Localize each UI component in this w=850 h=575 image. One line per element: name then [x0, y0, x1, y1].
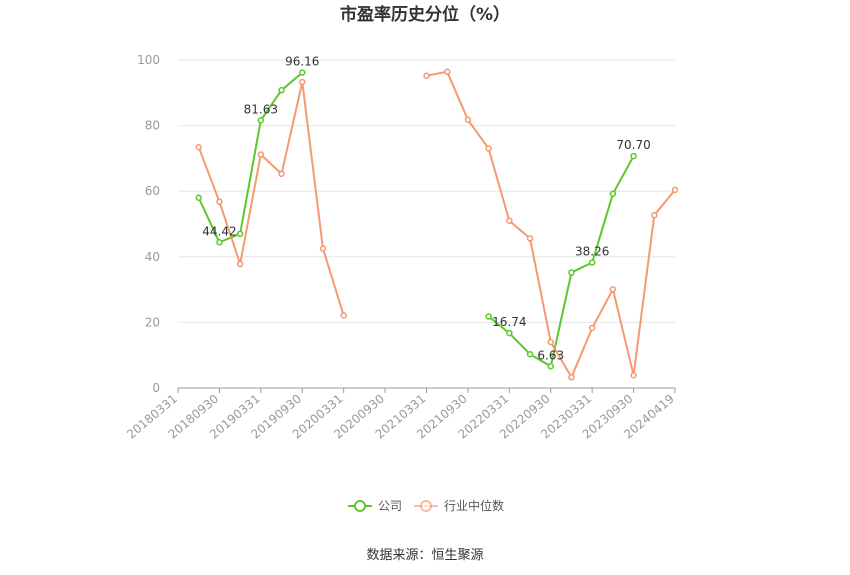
- data-point: [195, 143, 202, 151]
- series-line-1: [426, 70, 676, 380]
- data-point: [236, 260, 244, 268]
- data-point: [568, 269, 575, 276]
- data-point: [195, 194, 202, 202]
- data-label: 44.42: [202, 224, 236, 238]
- data-point: [630, 152, 637, 160]
- series-line-0: [197, 71, 303, 244]
- data-point: [464, 116, 472, 123]
- data-point: [547, 363, 554, 370]
- data-label: 16.74: [492, 315, 526, 329]
- series-layer: [195, 68, 679, 381]
- data-source: 数据来源：恒生聚源: [366, 548, 483, 563]
- data-point: [257, 117, 265, 124]
- data-point: [299, 69, 306, 76]
- y-tick-label: 60: [145, 184, 160, 198]
- legend[interactable]: 公司 行业中位数: [348, 498, 504, 513]
- legend-company-label: 公司: [378, 499, 402, 513]
- legend-industry-label: 行业中位数: [444, 498, 504, 513]
- y-tick-label: 20: [145, 315, 160, 329]
- data-point: [278, 170, 285, 178]
- data-point: [671, 186, 679, 194]
- y-tick-label: 80: [145, 119, 160, 133]
- data-point: [216, 239, 223, 246]
- data-point: [651, 211, 658, 219]
- data-point: [609, 190, 617, 198]
- data-point: [588, 324, 596, 332]
- y-tick-label: 0: [152, 381, 160, 395]
- data-point: [299, 78, 306, 86]
- data-point: [485, 145, 492, 152]
- data-point: [423, 72, 430, 79]
- legend-item-industry-median[interactable]: 行业中位数: [414, 498, 504, 513]
- chart-title: 市盈率历史分位（%）: [340, 4, 510, 25]
- data-label: 6.63: [537, 348, 564, 362]
- data-point: [443, 68, 451, 76]
- series-line-0: [487, 155, 635, 368]
- data-point: [547, 338, 554, 346]
- data-point: [236, 230, 244, 238]
- y-tick-label: 100: [137, 53, 160, 67]
- data-point: [609, 286, 617, 293]
- data-point: [506, 329, 513, 337]
- data-point: [319, 245, 327, 252]
- data-point: [630, 371, 637, 379]
- data-label: 81.63: [244, 102, 278, 116]
- legend-industry-marker: [420, 500, 432, 512]
- data-label: 70.70: [616, 138, 650, 152]
- data-label: 38.26: [575, 245, 609, 259]
- legend-item-company[interactable]: 公司: [348, 499, 402, 513]
- data-point: [568, 373, 575, 381]
- grid: [178, 59, 675, 323]
- data-point: [506, 217, 513, 224]
- data-point: [340, 312, 347, 319]
- data-labels: 44.42 81.63 96.16 16.74 6.63 38.26 70.70: [202, 55, 651, 363]
- y-tick-label: 40: [145, 250, 160, 264]
- data-point: [588, 259, 596, 266]
- data-point: [485, 313, 492, 320]
- data-point: [526, 235, 534, 242]
- data-point: [216, 198, 223, 205]
- data-point: [257, 151, 265, 158]
- data-point: [526, 350, 534, 358]
- data-label: 96.16: [285, 55, 319, 69]
- legend-company-marker: [354, 500, 366, 512]
- series-line-1: [197, 81, 345, 316]
- data-point: [278, 86, 285, 94]
